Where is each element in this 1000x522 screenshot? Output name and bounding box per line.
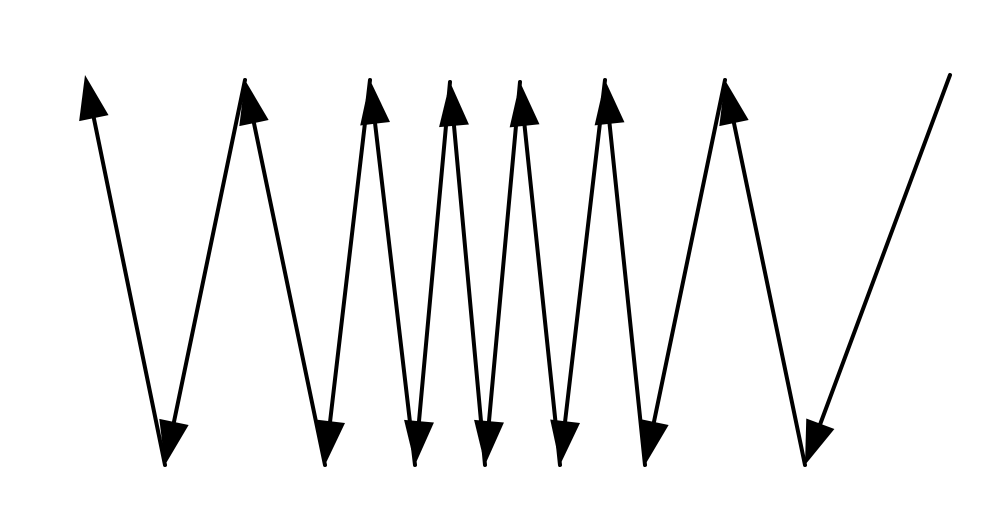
arrow-shaft-2 — [254, 123, 325, 465]
arrow-shaft-11 — [654, 80, 725, 422]
arrow-shaft-4 — [375, 124, 415, 465]
arrow-shaft-9 — [565, 80, 605, 421]
arrow-shaft-7 — [489, 82, 520, 421]
arrow-head-7 — [474, 420, 504, 465]
arrow-head-13 — [805, 419, 834, 465]
arrow-shaft-10 — [610, 124, 645, 465]
arrow-shaft-0 — [94, 118, 165, 465]
arrow-shaft-8 — [525, 126, 560, 465]
arrow-head-4 — [360, 80, 390, 125]
arrow-shaft-5 — [419, 82, 450, 421]
arrow-shaft-1 — [174, 80, 245, 422]
arrow-head-10 — [595, 80, 625, 125]
arrow-shaft-13 — [820, 75, 950, 424]
arrow-head-0 — [79, 75, 108, 121]
arrow-head-8 — [510, 82, 540, 127]
arrow-shaft-3 — [330, 80, 370, 421]
arrow-shaft-6 — [454, 126, 485, 465]
arrow-head-5 — [404, 420, 434, 465]
arrow-head-9 — [550, 420, 580, 465]
arrow-shaft-12 — [734, 123, 805, 465]
zigzag-arrow-diagram — [0, 0, 1000, 522]
arrow-head-6 — [439, 82, 469, 127]
